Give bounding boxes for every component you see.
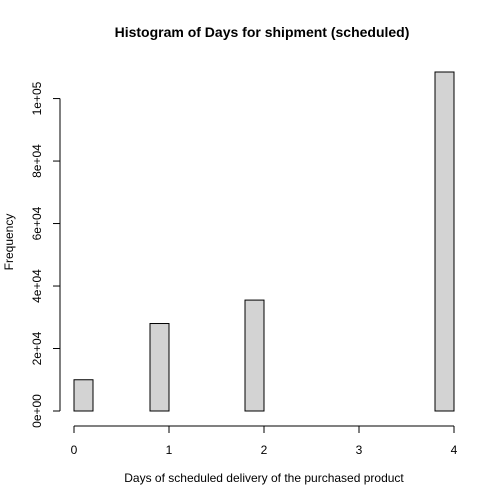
- x-tick-label-0: 0: [71, 443, 78, 457]
- y-tick-label-4: 8e+04: [30, 144, 44, 178]
- bars-group: [73, 71, 455, 412]
- y-tick-label-3: 6e+04: [30, 206, 44, 240]
- x-tick-label-1: 1: [166, 443, 173, 457]
- histogram-bar-1: [149, 323, 170, 412]
- y-tick-label-1: 2e+04: [30, 331, 44, 365]
- y-axis: 0e+00 2e+04 4e+04 6e+04 8e+04 1e+05: [30, 81, 61, 428]
- y-tick-label-2: 4e+04: [30, 269, 44, 303]
- histogram-bar-3: [434, 71, 455, 412]
- histogram-bar-0: [73, 379, 94, 412]
- y-tick-label-5: 1e+05: [30, 81, 44, 115]
- y-tick-label-0: 0e+00: [30, 394, 44, 428]
- x-tick-label-3: 3: [356, 443, 363, 457]
- chart-title: Histogram of Days for shipment (schedule…: [115, 24, 410, 40]
- x-axis-label: Days of scheduled delivery of the purcha…: [124, 471, 404, 485]
- y-axis-label: Frequency: [2, 214, 16, 271]
- x-tick-label-2: 2: [261, 443, 268, 457]
- histogram-bar-2: [244, 299, 265, 412]
- x-tick-label-4: 4: [451, 443, 458, 457]
- x-axis: 0 1 2 3 4: [71, 425, 458, 457]
